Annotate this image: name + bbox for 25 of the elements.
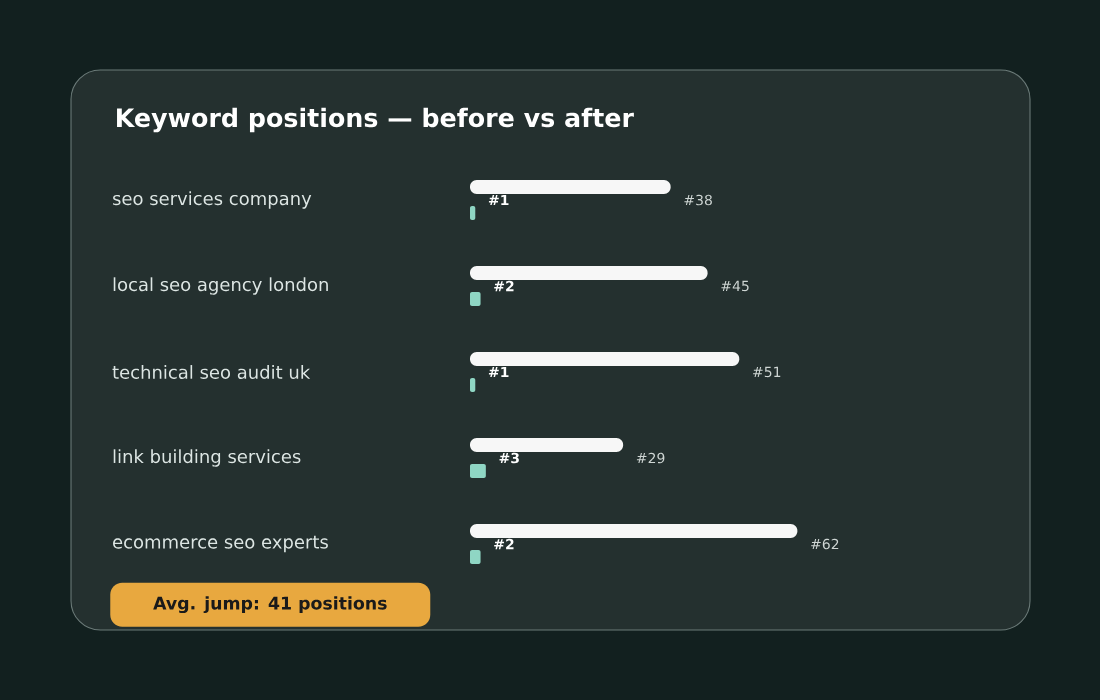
bar bbox=[470, 352, 740, 367]
y-tick-label: local seo agency london bbox=[113, 277, 328, 295]
data-label: #45 bbox=[721, 280, 749, 292]
y-tick-label: seo services company bbox=[113, 191, 312, 209]
bar bbox=[470, 438, 624, 453]
y-tick-label: ecommerce seo experts bbox=[113, 535, 328, 553]
data-label: #3 bbox=[499, 452, 519, 464]
text: Avg. jump: 41 positions bbox=[153, 596, 387, 614]
data-label: #2 bbox=[494, 538, 514, 550]
data-label: #2 bbox=[494, 280, 514, 292]
y-tick-label: technical seo audit uk bbox=[112, 365, 311, 379]
bar bbox=[470, 292, 481, 307]
bar bbox=[470, 464, 486, 478]
y-tick-label: link building services bbox=[113, 449, 301, 467]
data-label: #29 bbox=[636, 452, 665, 464]
bar bbox=[470, 180, 671, 195]
chart-title: Keyword positions — before vs after bbox=[117, 107, 634, 133]
data-label: #38 bbox=[684, 194, 712, 206]
data-label: #51 bbox=[753, 366, 781, 378]
data-label: #1 bbox=[488, 194, 509, 206]
data-label: #1 bbox=[488, 366, 509, 378]
bar bbox=[470, 266, 708, 281]
data-label: #62 bbox=[811, 538, 839, 550]
bar bbox=[470, 524, 798, 538]
bar bbox=[470, 550, 481, 565]
